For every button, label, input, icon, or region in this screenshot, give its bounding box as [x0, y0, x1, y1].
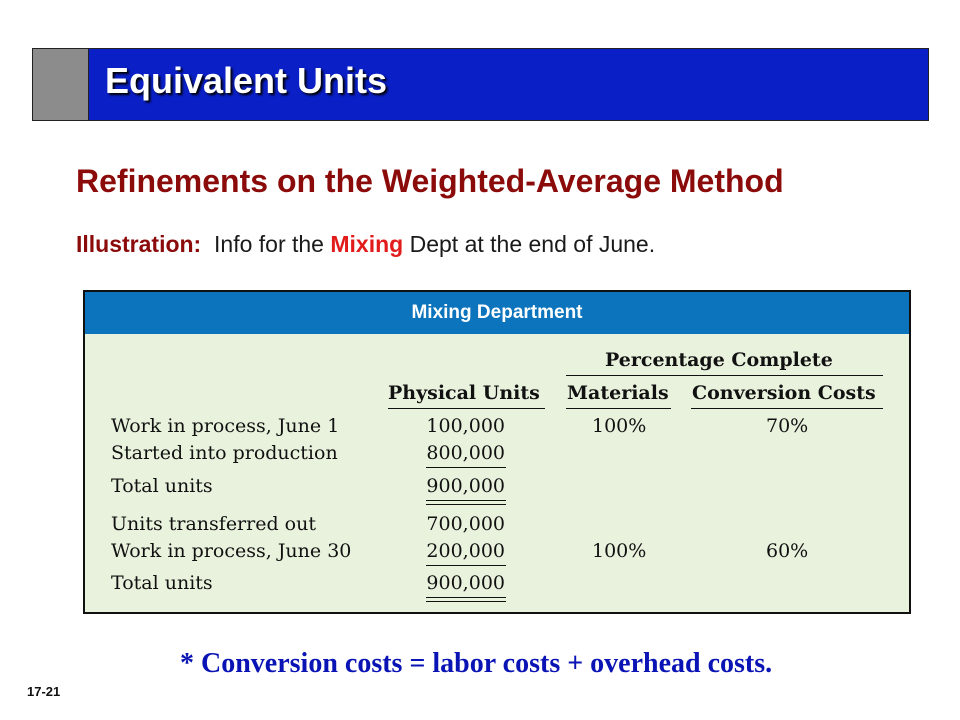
mixing-department-table: Mixing Department Percentage Complete Ph…: [83, 290, 911, 614]
row-units: 100,000: [426, 415, 505, 437]
row-conversion: 60%: [766, 540, 809, 562]
table-caption: Mixing Department: [85, 292, 909, 334]
title-accent-tab: [33, 49, 89, 120]
physical-units-rule: [388, 408, 545, 409]
percentage-complete-header: Percentage Complete: [605, 349, 833, 371]
illustration-highlight: Mixing: [330, 231, 404, 257]
subtotal-rule: [426, 565, 506, 566]
row-units: 900,000: [426, 475, 505, 497]
total-double-rule-top: [426, 500, 506, 501]
total-double-rule-bottom: [426, 504, 506, 505]
conversion-costs-header: Conversion Costs: [692, 382, 876, 404]
illustration-label: Illustration:: [76, 231, 202, 257]
illustration-line: Illustration: Info for the Mixing Dept a…: [76, 231, 655, 258]
illustration-text-before: Info for the: [214, 231, 331, 257]
row-label: Total units: [111, 475, 213, 497]
row-materials: 100%: [592, 415, 647, 437]
row-label: Work in process, June 1: [111, 415, 340, 437]
physical-units-header: Physical Units: [388, 382, 540, 404]
row-label: Work in process, June 30: [111, 540, 352, 562]
row-units: 800,000: [426, 442, 505, 464]
slide-title: Equivalent Units: [105, 60, 388, 101]
row-units: 200,000: [426, 540, 505, 562]
row-label: Started into production: [111, 442, 338, 464]
slide-number: 17-21: [27, 684, 61, 699]
total-double-rule-bottom: [426, 601, 506, 602]
title-bar: Equivalent Units: [32, 48, 929, 121]
footnote: * Conversion costs = labor costs + overh…: [180, 648, 773, 679]
materials-header: Materials: [567, 382, 669, 404]
row-materials: 100%: [592, 540, 647, 562]
row-units: 700,000: [426, 513, 505, 535]
row-units: 900,000: [426, 572, 505, 594]
row-label: Total units: [111, 572, 213, 594]
conversion-rule: [691, 408, 883, 409]
illustration-text-after: Dept at the end of June.: [403, 231, 656, 257]
row-conversion: 70%: [766, 415, 809, 437]
subtotal-rule: [426, 467, 506, 468]
materials-rule: [566, 408, 671, 409]
row-label: Units transferred out: [111, 513, 316, 535]
group-header-rule: [566, 375, 883, 376]
total-double-rule-top: [426, 597, 506, 598]
slide-subtitle: Refinements on the Weighted-Average Meth…: [76, 163, 784, 199]
